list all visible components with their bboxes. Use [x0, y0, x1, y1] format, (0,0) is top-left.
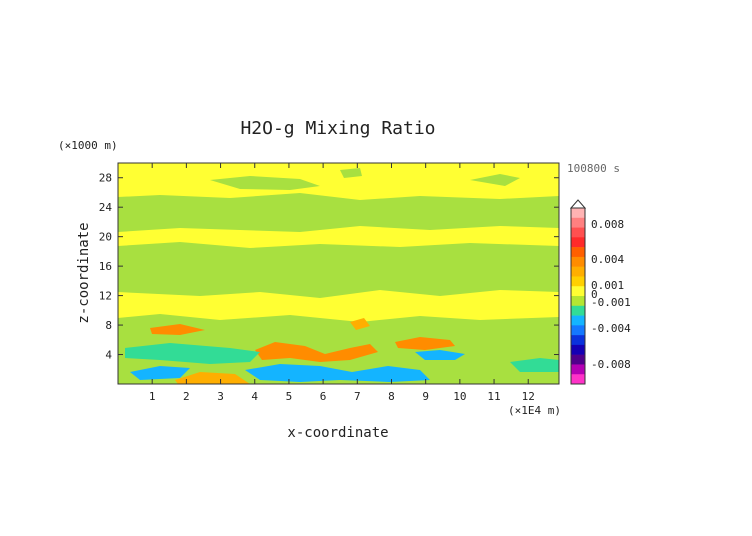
colorbar-label: 0.004	[591, 253, 624, 266]
y-unit-label: (×1000 m)	[58, 139, 118, 152]
heatmap-region-mid-band	[118, 242, 559, 298]
x-axis-label: x-coordinate	[287, 425, 388, 441]
y-axis: 4 8 12 16 20 24 28	[99, 172, 559, 362]
heatmap-region-moist	[395, 337, 455, 350]
x-tick-label: 1	[149, 390, 156, 403]
colorbar-swatch	[571, 315, 585, 326]
heatmap-region-moist	[255, 342, 378, 362]
heatmap-region-patch	[210, 176, 320, 190]
heatmap-region-moist	[150, 324, 205, 335]
heatmap-region-upper-band	[118, 193, 559, 232]
plot-frame	[117, 162, 560, 385]
colorbar-swatch	[571, 335, 585, 346]
time-label: 100800 s	[567, 162, 620, 175]
colorbar-swatch	[571, 276, 585, 287]
heatmap-region-dry	[415, 350, 465, 360]
colorbar-label: -0.001	[591, 296, 631, 309]
y-axis-label: z-coordinate	[76, 222, 92, 323]
x-tick-label: 6	[320, 390, 327, 403]
x-tick-label: 11	[487, 390, 500, 403]
heatmap-region-patch	[340, 168, 362, 178]
colorbar-extend-arrow	[569, 199, 587, 209]
colorbar-swatch	[571, 344, 585, 355]
x-unit-label: (×1E4 m)	[508, 404, 561, 417]
heatmap-region-dry	[125, 343, 260, 364]
colorbar-swatch	[571, 296, 585, 307]
heatmap-region-dry	[510, 358, 559, 372]
colorbar-swatch	[571, 266, 585, 277]
colorbar-swatch	[571, 217, 585, 228]
colorbar-swatch	[571, 256, 585, 267]
heatmap-region-moist	[175, 372, 250, 384]
colorbar-swatch	[571, 208, 585, 219]
colorbar-swatch	[571, 247, 585, 258]
chart-title: H2O-g Mixing Ratio	[240, 118, 435, 139]
colorbar-swatch	[571, 325, 585, 336]
x-tick-label: 7	[354, 390, 361, 403]
y-tick-label: 12	[99, 290, 112, 303]
x-tick-label: 3	[217, 390, 224, 403]
colorbar-label: 0	[591, 288, 598, 301]
y-tick-label: 4	[105, 349, 112, 362]
heatmap-region-patch	[470, 174, 520, 186]
colorbar-label: 0.008	[591, 218, 624, 231]
heatmap-region-moist	[350, 318, 370, 330]
x-tick-label: 2	[183, 390, 190, 403]
colorbar-label: 0.001	[591, 279, 624, 292]
colorbar-frame	[570, 207, 586, 385]
colorbar-swatch	[571, 227, 585, 238]
colorbar-swatch	[571, 237, 585, 248]
heatmap-field	[118, 163, 559, 384]
heatmap-region-dry	[130, 366, 190, 380]
y-tick-label: 16	[99, 260, 112, 273]
colorbar-swatch	[571, 374, 585, 385]
heatmap-region-dry	[245, 364, 430, 382]
x-tick-label: 10	[453, 390, 466, 403]
x-tick-label: 9	[422, 390, 429, 403]
y-tick-label: 20	[99, 231, 112, 244]
colorbar-swatch	[571, 305, 585, 316]
colorbar-label: -0.004	[591, 322, 631, 335]
y-tick-label: 8	[105, 319, 112, 332]
colorbar-swatch	[571, 354, 585, 365]
colorbar-swatch	[571, 364, 585, 375]
x-axis: 1 2 3 4 5 6 7 8 9 10 11 12	[149, 163, 535, 403]
y-tick-label: 24	[99, 201, 113, 214]
x-tick-label: 5	[286, 390, 293, 403]
heatmap-region-lower-band	[118, 314, 559, 384]
colorbar-swatch	[571, 286, 585, 297]
x-tick-label: 8	[388, 390, 395, 403]
y-tick-label: 28	[99, 172, 112, 185]
x-tick-label: 12	[522, 390, 535, 403]
x-tick-label: 4	[251, 390, 258, 403]
colorbar-label: -0.008	[591, 358, 631, 371]
